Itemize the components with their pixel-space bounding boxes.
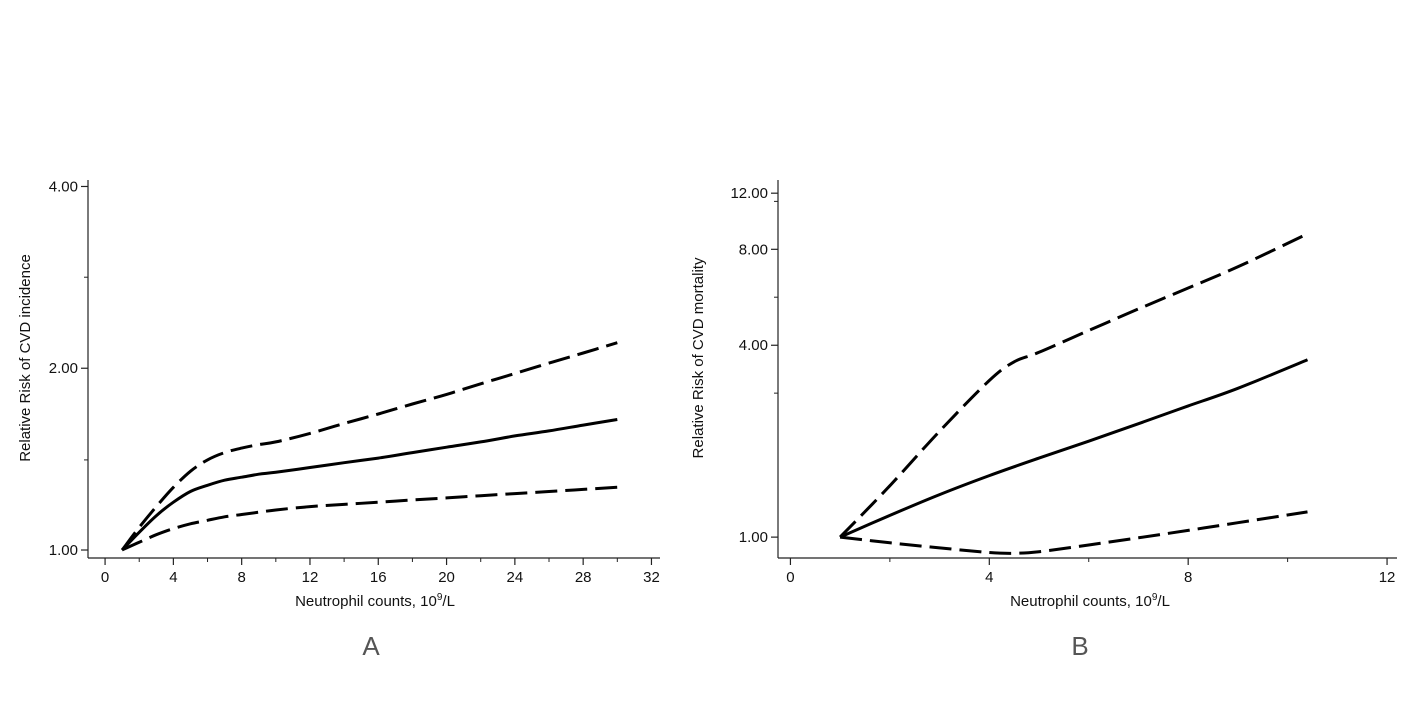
panel-b-x-axis-label: Neutrophil counts, 109/L xyxy=(1010,592,1170,610)
panel-a-x-tick-label: 16 xyxy=(370,569,387,586)
panel-a-y-tick-label: 2.00 xyxy=(49,360,78,377)
panel-b-y-axis-label: Relative Risk of CVD mortality xyxy=(690,257,707,458)
panel-b-x-tick-label: 12 xyxy=(1379,569,1396,586)
panel-b-x-tick-label: 0 xyxy=(786,569,794,586)
panel-b-series-relative-risk xyxy=(839,358,1309,539)
panel-a-x-tick-label: 32 xyxy=(643,569,660,586)
panel-a-y-tick-label: 4.00 xyxy=(49,178,78,195)
panel-a-y-ticks: 1.00 2.00 4.00 xyxy=(49,178,88,559)
panel-b-series xyxy=(839,232,1309,555)
panel-b-y-tick-label: 1.00 xyxy=(739,529,768,546)
panel-a-x-tick-label: 4 xyxy=(169,569,177,586)
panel-b-label: B xyxy=(1071,631,1088,661)
panel-a: 0 4 8 12 16 20 24 28 32 1.00 2.00 4.00 Neutrophil … xyxy=(17,178,660,661)
panel-a-y-tick-label: 1.00 xyxy=(49,542,78,559)
panel-a-x-tick-label: 20 xyxy=(438,569,455,586)
panel-b-series-lower-ci xyxy=(839,510,1308,555)
panel-a-x-tick-label: 8 xyxy=(237,569,245,586)
panel-b-series-upper-ci xyxy=(839,232,1309,539)
panel-a-x-tick-label: 28 xyxy=(575,569,592,586)
panel-a-x-tick-label: 0 xyxy=(101,569,109,586)
panel-a-y-axis-label: Relative Risk of CVD incidence xyxy=(17,254,34,462)
panel-b-y-tick-label: 12.00 xyxy=(730,185,768,202)
panel-b-y-ticks: 1.00 4.00 8.00 12.00 xyxy=(730,185,778,546)
panel-a-series-lower-ci xyxy=(121,485,618,552)
panel-b-x-tick-label: 4 xyxy=(985,569,993,586)
panel-a-x-ticks: 0 4 8 12 16 20 24 28 32 xyxy=(101,558,660,586)
panel-a-series-relative-risk xyxy=(121,418,618,552)
panel-a-series-upper-ci xyxy=(120,341,618,551)
panel-a-label: A xyxy=(362,631,380,661)
panel-b-y-tick-label: 8.00 xyxy=(739,241,768,258)
panel-b-x-ticks: 0 4 8 12 xyxy=(786,558,1395,586)
panel-b-y-tick-label: 4.00 xyxy=(739,337,768,354)
panel-a-x-tick-label: 12 xyxy=(302,569,319,586)
panel-b-x-tick-label: 8 xyxy=(1184,569,1192,586)
panel-a-series xyxy=(120,341,618,552)
panel-a-x-axis-label: Neutrophil counts, 109/L xyxy=(295,592,455,610)
panel-b: 0 4 8 12 1.00 4.00 8.00 12.00 Neutrophil count… xyxy=(690,180,1397,661)
panel-a-x-tick-label: 24 xyxy=(507,569,524,586)
